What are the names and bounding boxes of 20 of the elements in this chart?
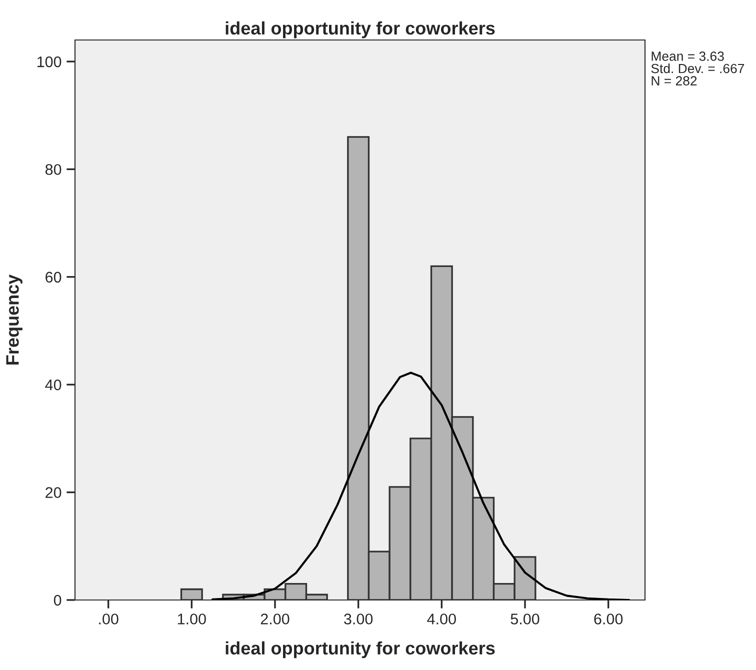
text: Std. Dev. = .667 [651, 64, 744, 74]
y-tick-label: 80 [45, 164, 62, 175]
y-axis-title: Frequency [6, 274, 22, 364]
y-tick-label: 20 [46, 487, 62, 498]
y-tick-label: 40 [45, 379, 62, 390]
y-tick-label: 60 [46, 272, 62, 283]
x-tick-label: 2.00 [260, 614, 290, 624]
x-tick-label: 3.00 [344, 614, 373, 624]
text: N = 282 [652, 76, 697, 86]
x-tick-label: .00 [99, 614, 118, 624]
chart-title: ideal opportunity for coworkers [226, 21, 495, 38]
line-series [211, 372, 630, 600]
x-axis-title: ideal opportunity for coworkers [226, 641, 495, 658]
x-tick-label: 1.00 [178, 614, 206, 624]
x-tick-label: 5.00 [510, 614, 540, 624]
y-tick-label: 100 [37, 56, 62, 68]
text: Mean = 3.63 [652, 52, 724, 61]
x-tick-label: 4.00 [427, 614, 456, 624]
x-tick-label: 6.00 [594, 614, 623, 624]
y-tick-label: 0 [54, 594, 62, 606]
